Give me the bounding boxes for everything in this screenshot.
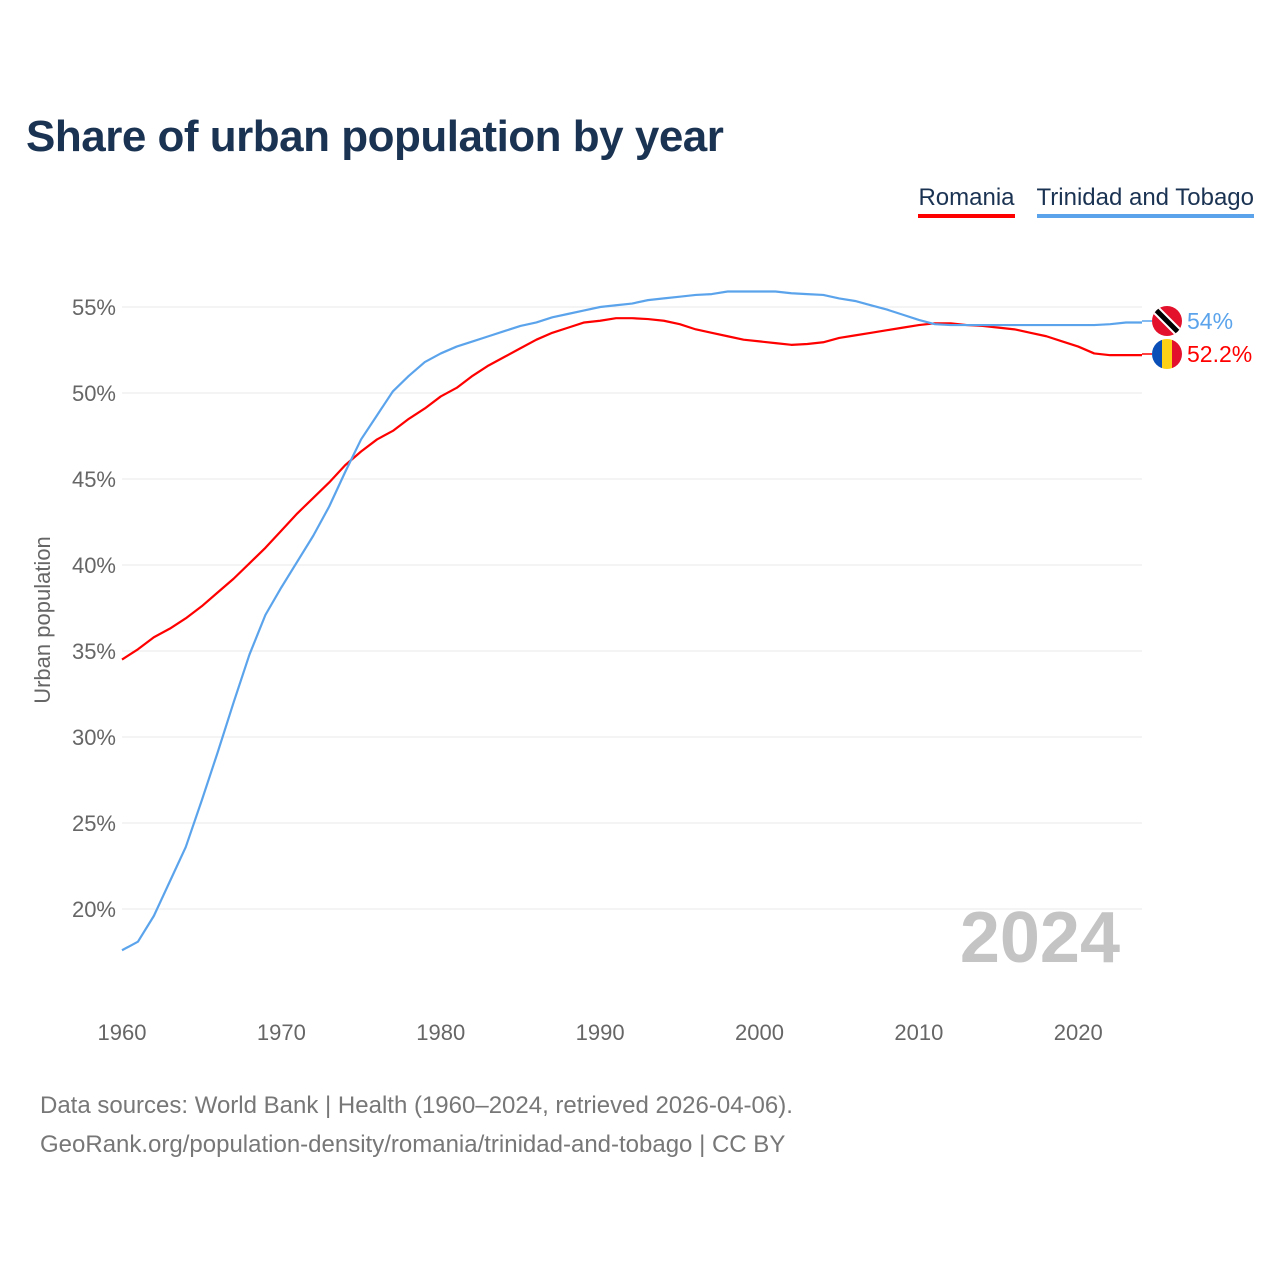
x-tick-label: 2020 [1054,1020,1103,1045]
x-tick-label: 1980 [416,1020,465,1045]
series-line-romania [121,317,1142,661]
end-value-label: 54% [1187,308,1233,334]
footer-sources: Data sources: World Bank | Health (1960–… [40,1092,793,1119]
y-tick-label: 50% [72,381,116,406]
trinidad-flag-icon [1152,306,1182,336]
y-tick-label: 40% [72,553,116,578]
y-tick-label: 55% [72,295,116,320]
series-line-trinidad-and-tobago [121,290,1142,952]
flag-body [1152,339,1182,369]
x-tick-label: 1970 [257,1020,306,1045]
flag-stripe-yellow [1162,339,1172,369]
flag-stripe-red [1172,339,1182,369]
flag-stripe-black [1152,306,1182,336]
chart-title: Share of urban population by year [26,112,724,161]
x-tick-label: 1960 [98,1020,147,1045]
y-tick-label: 25% [72,811,116,836]
x-tick-label: 1990 [576,1020,625,1045]
legend-item-romania[interactable]: Romania [918,184,1015,218]
y-tick-label: 45% [72,467,116,492]
x-tick-label: 2010 [894,1020,943,1045]
x-tick-label: 2000 [735,1020,784,1045]
end-value-label: 52.2% [1187,341,1252,367]
romania-flag-icon [1152,339,1182,369]
legend-item-trinidad-and-tobago[interactable]: Trinidad and Tobago [1036,184,1254,218]
y-tick-label: 20% [72,897,116,922]
y-tick-label: 30% [72,725,116,750]
footer: Data sources: World Bank | Health (1960–… [40,1086,793,1164]
flag-stripe-blue [1152,339,1162,369]
year-watermark: 2024 [960,898,1120,978]
y-tick-label: 35% [72,639,116,664]
legend: Romania Trinidad and Tobago [918,184,1254,218]
y-axis-label: Urban population [30,536,55,704]
footer-link[interactable]: GeoRank.org/population-density/romania/t… [40,1131,786,1158]
flag-body [1152,306,1182,336]
